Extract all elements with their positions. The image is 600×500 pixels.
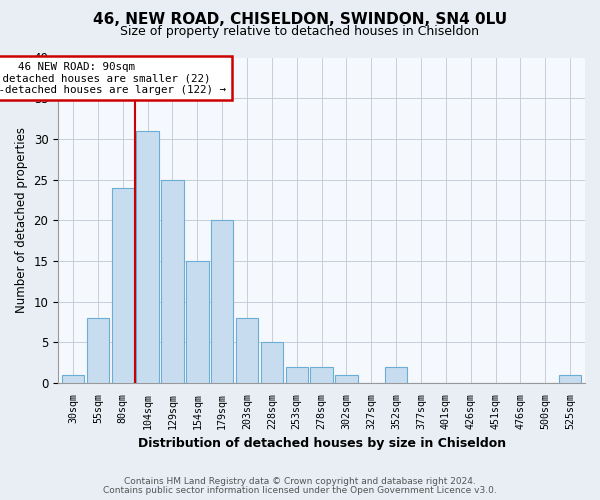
Text: 46 NEW ROAD: 90sqm
← 15% of detached houses are smaller (22)
84% of semi-detache: 46 NEW ROAD: 90sqm ← 15% of detached hou…	[0, 62, 226, 95]
Bar	[260, 342, 283, 383]
Text: Contains HM Land Registry data © Crown copyright and database right 2024.: Contains HM Land Registry data © Crown c…	[124, 477, 476, 486]
Y-axis label: Number of detached properties: Number of detached properties	[15, 127, 28, 313]
Bar	[559, 375, 581, 383]
Text: Size of property relative to detached houses in Chiseldon: Size of property relative to detached ho…	[121, 25, 479, 38]
Bar	[310, 366, 333, 383]
Bar	[211, 220, 233, 383]
X-axis label: Distribution of detached houses by size in Chiseldon: Distribution of detached houses by size …	[137, 437, 506, 450]
Bar	[335, 375, 358, 383]
Bar	[87, 318, 109, 383]
Bar	[112, 188, 134, 383]
Bar	[236, 318, 258, 383]
Bar	[136, 130, 159, 383]
Bar	[385, 366, 407, 383]
Text: 46, NEW ROAD, CHISELDON, SWINDON, SN4 0LU: 46, NEW ROAD, CHISELDON, SWINDON, SN4 0L…	[93, 12, 507, 28]
Bar	[62, 375, 84, 383]
Bar	[161, 180, 184, 383]
Bar	[286, 366, 308, 383]
Bar	[186, 261, 209, 383]
Text: Contains public sector information licensed under the Open Government Licence v3: Contains public sector information licen…	[103, 486, 497, 495]
